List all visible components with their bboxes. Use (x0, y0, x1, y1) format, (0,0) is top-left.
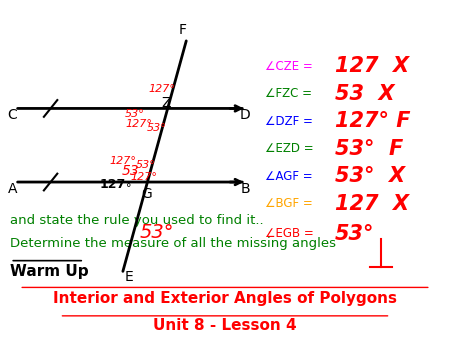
Text: ∠BGF =: ∠BGF = (265, 197, 317, 210)
Text: Warm Up: Warm Up (10, 264, 89, 279)
Text: 53  X: 53 X (334, 84, 394, 104)
Text: Interior and Exterior Angles of Polygons: Interior and Exterior Angles of Polygons (53, 291, 397, 306)
Text: 127: 127 (99, 178, 126, 191)
Text: G: G (141, 187, 152, 201)
Text: 127  X: 127 X (334, 56, 409, 76)
Text: 127°: 127° (130, 172, 157, 182)
Text: ∠CZE =: ∠CZE = (265, 60, 317, 73)
Text: 53: 53 (122, 164, 139, 178)
Text: 127°: 127° (148, 84, 175, 94)
Text: A: A (8, 182, 17, 196)
Text: 53°: 53° (147, 123, 167, 133)
Text: C: C (8, 108, 18, 122)
Text: ∠AGF =: ∠AGF = (265, 170, 317, 183)
Text: Unit 8 - Lesson 4: Unit 8 - Lesson 4 (153, 317, 297, 333)
Text: F: F (179, 23, 186, 37)
Text: 127  X: 127 X (334, 194, 409, 214)
Text: °: ° (126, 184, 131, 193)
Text: Determine the measure of all the missing angles: Determine the measure of all the missing… (10, 237, 336, 250)
Text: B: B (240, 182, 250, 196)
Text: 53°: 53° (334, 224, 374, 244)
Text: 127°: 127° (109, 156, 136, 166)
Text: and state the rule you used to find it..: and state the rule you used to find it.. (10, 214, 264, 227)
Text: 127° F: 127° F (334, 111, 410, 131)
Text: E: E (125, 270, 133, 284)
Text: 53°  F: 53° F (334, 139, 403, 159)
Text: 53°: 53° (125, 110, 144, 119)
Text: Z: Z (161, 96, 171, 111)
Text: D: D (240, 108, 251, 122)
Text: ∠FZC =: ∠FZC = (265, 87, 316, 100)
Text: 53°: 53° (140, 223, 174, 242)
Text: 127°: 127° (126, 120, 153, 129)
Text: 53°  X: 53° X (334, 166, 405, 186)
Text: ∠DZF =: ∠DZF = (265, 115, 317, 128)
Text: ∠EZD =: ∠EZD = (265, 142, 318, 155)
Text: ∠EGB =: ∠EGB = (265, 227, 318, 240)
Text: 53°: 53° (135, 160, 155, 170)
